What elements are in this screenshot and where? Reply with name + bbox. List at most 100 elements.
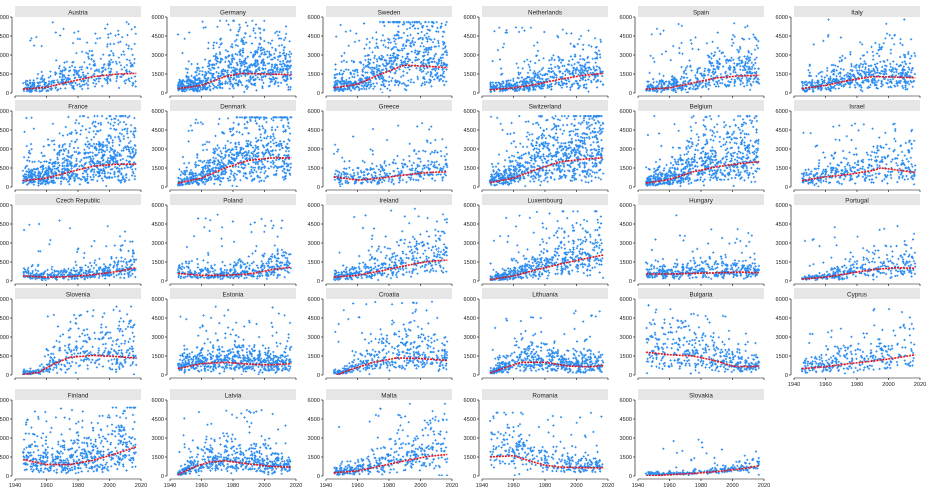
data-point	[391, 63, 393, 65]
data-point	[731, 57, 733, 59]
data-point	[688, 59, 690, 61]
data-point	[31, 117, 33, 119]
data-point	[731, 45, 733, 47]
data-point	[835, 75, 837, 77]
data-point	[221, 87, 223, 89]
data-point	[25, 117, 27, 119]
data-point	[101, 85, 103, 87]
data-point	[184, 38, 186, 40]
data-point	[114, 176, 116, 178]
data-point	[118, 144, 120, 146]
data-point	[526, 59, 528, 61]
data-point	[64, 143, 66, 145]
data-point	[864, 68, 866, 70]
data-point	[539, 70, 541, 72]
data-point	[22, 170, 24, 172]
data-point	[807, 69, 809, 71]
data-point	[96, 180, 98, 182]
data-point	[209, 161, 211, 163]
data-point	[126, 130, 128, 132]
data-point	[114, 35, 116, 37]
data-point	[390, 42, 392, 44]
y-tick-label: 1500	[0, 166, 9, 172]
data-point	[741, 78, 743, 80]
data-point	[66, 178, 68, 180]
data-point	[428, 36, 430, 38]
y-tick-label: 0	[629, 91, 632, 97]
data-point	[109, 43, 111, 45]
data-point	[445, 80, 447, 82]
data-point	[98, 80, 100, 82]
data-point	[367, 58, 369, 60]
data-point	[393, 37, 395, 39]
data-point	[884, 37, 886, 39]
data-point	[887, 79, 889, 81]
data-point	[587, 91, 589, 93]
data-point	[388, 42, 390, 44]
data-point	[95, 83, 97, 85]
data-point	[383, 25, 385, 27]
data-point	[895, 71, 897, 73]
data-point	[423, 51, 425, 53]
data-point	[290, 163, 292, 165]
y-tick-label: 1500	[152, 72, 164, 78]
data-point	[229, 29, 231, 31]
data-point	[76, 158, 78, 160]
data-point	[28, 156, 30, 158]
data-point	[746, 84, 748, 86]
data-point	[417, 28, 419, 30]
data-point	[93, 130, 95, 132]
data-point	[221, 159, 223, 161]
data-point	[415, 56, 417, 58]
y-tick-label: 3000	[0, 53, 9, 59]
y-tick-label: 6000	[776, 15, 788, 21]
data-point	[910, 71, 912, 73]
data-point	[427, 71, 429, 73]
data-point	[569, 86, 571, 88]
data-point	[202, 21, 204, 23]
data-point	[238, 29, 240, 31]
data-point	[122, 176, 124, 178]
data-point	[87, 80, 89, 82]
data-point	[523, 30, 525, 32]
data-point	[114, 136, 116, 138]
data-point	[734, 79, 736, 81]
data-point	[566, 86, 568, 88]
data-point	[22, 82, 24, 84]
data-point	[710, 75, 712, 77]
data-point	[574, 63, 576, 65]
data-point	[878, 55, 880, 57]
points-layer	[22, 21, 137, 93]
data-point	[125, 177, 127, 179]
data-point	[592, 58, 594, 60]
data-point	[890, 49, 892, 51]
data-point	[127, 137, 129, 139]
data-point	[410, 81, 412, 83]
data-point	[341, 61, 343, 63]
data-point	[204, 59, 206, 61]
data-point	[409, 27, 411, 29]
data-point	[273, 167, 275, 169]
data-point	[68, 74, 70, 76]
data-point	[114, 121, 116, 123]
data-point	[66, 163, 68, 165]
data-point	[73, 147, 75, 149]
data-point	[492, 60, 494, 62]
data-point	[579, 55, 581, 57]
data-point	[252, 147, 254, 149]
data-point	[887, 86, 889, 88]
data-point	[832, 64, 834, 66]
data-point	[376, 38, 378, 40]
data-point	[385, 80, 387, 82]
y-tick-label: 1500	[464, 72, 476, 78]
data-point	[46, 160, 48, 162]
data-point	[80, 129, 82, 131]
data-point	[704, 68, 706, 70]
data-point	[113, 54, 115, 56]
data-point	[594, 37, 596, 39]
data-point	[579, 58, 581, 60]
data-point	[37, 73, 39, 75]
data-point	[238, 24, 240, 26]
data-point	[229, 151, 231, 153]
data-point	[97, 122, 99, 124]
